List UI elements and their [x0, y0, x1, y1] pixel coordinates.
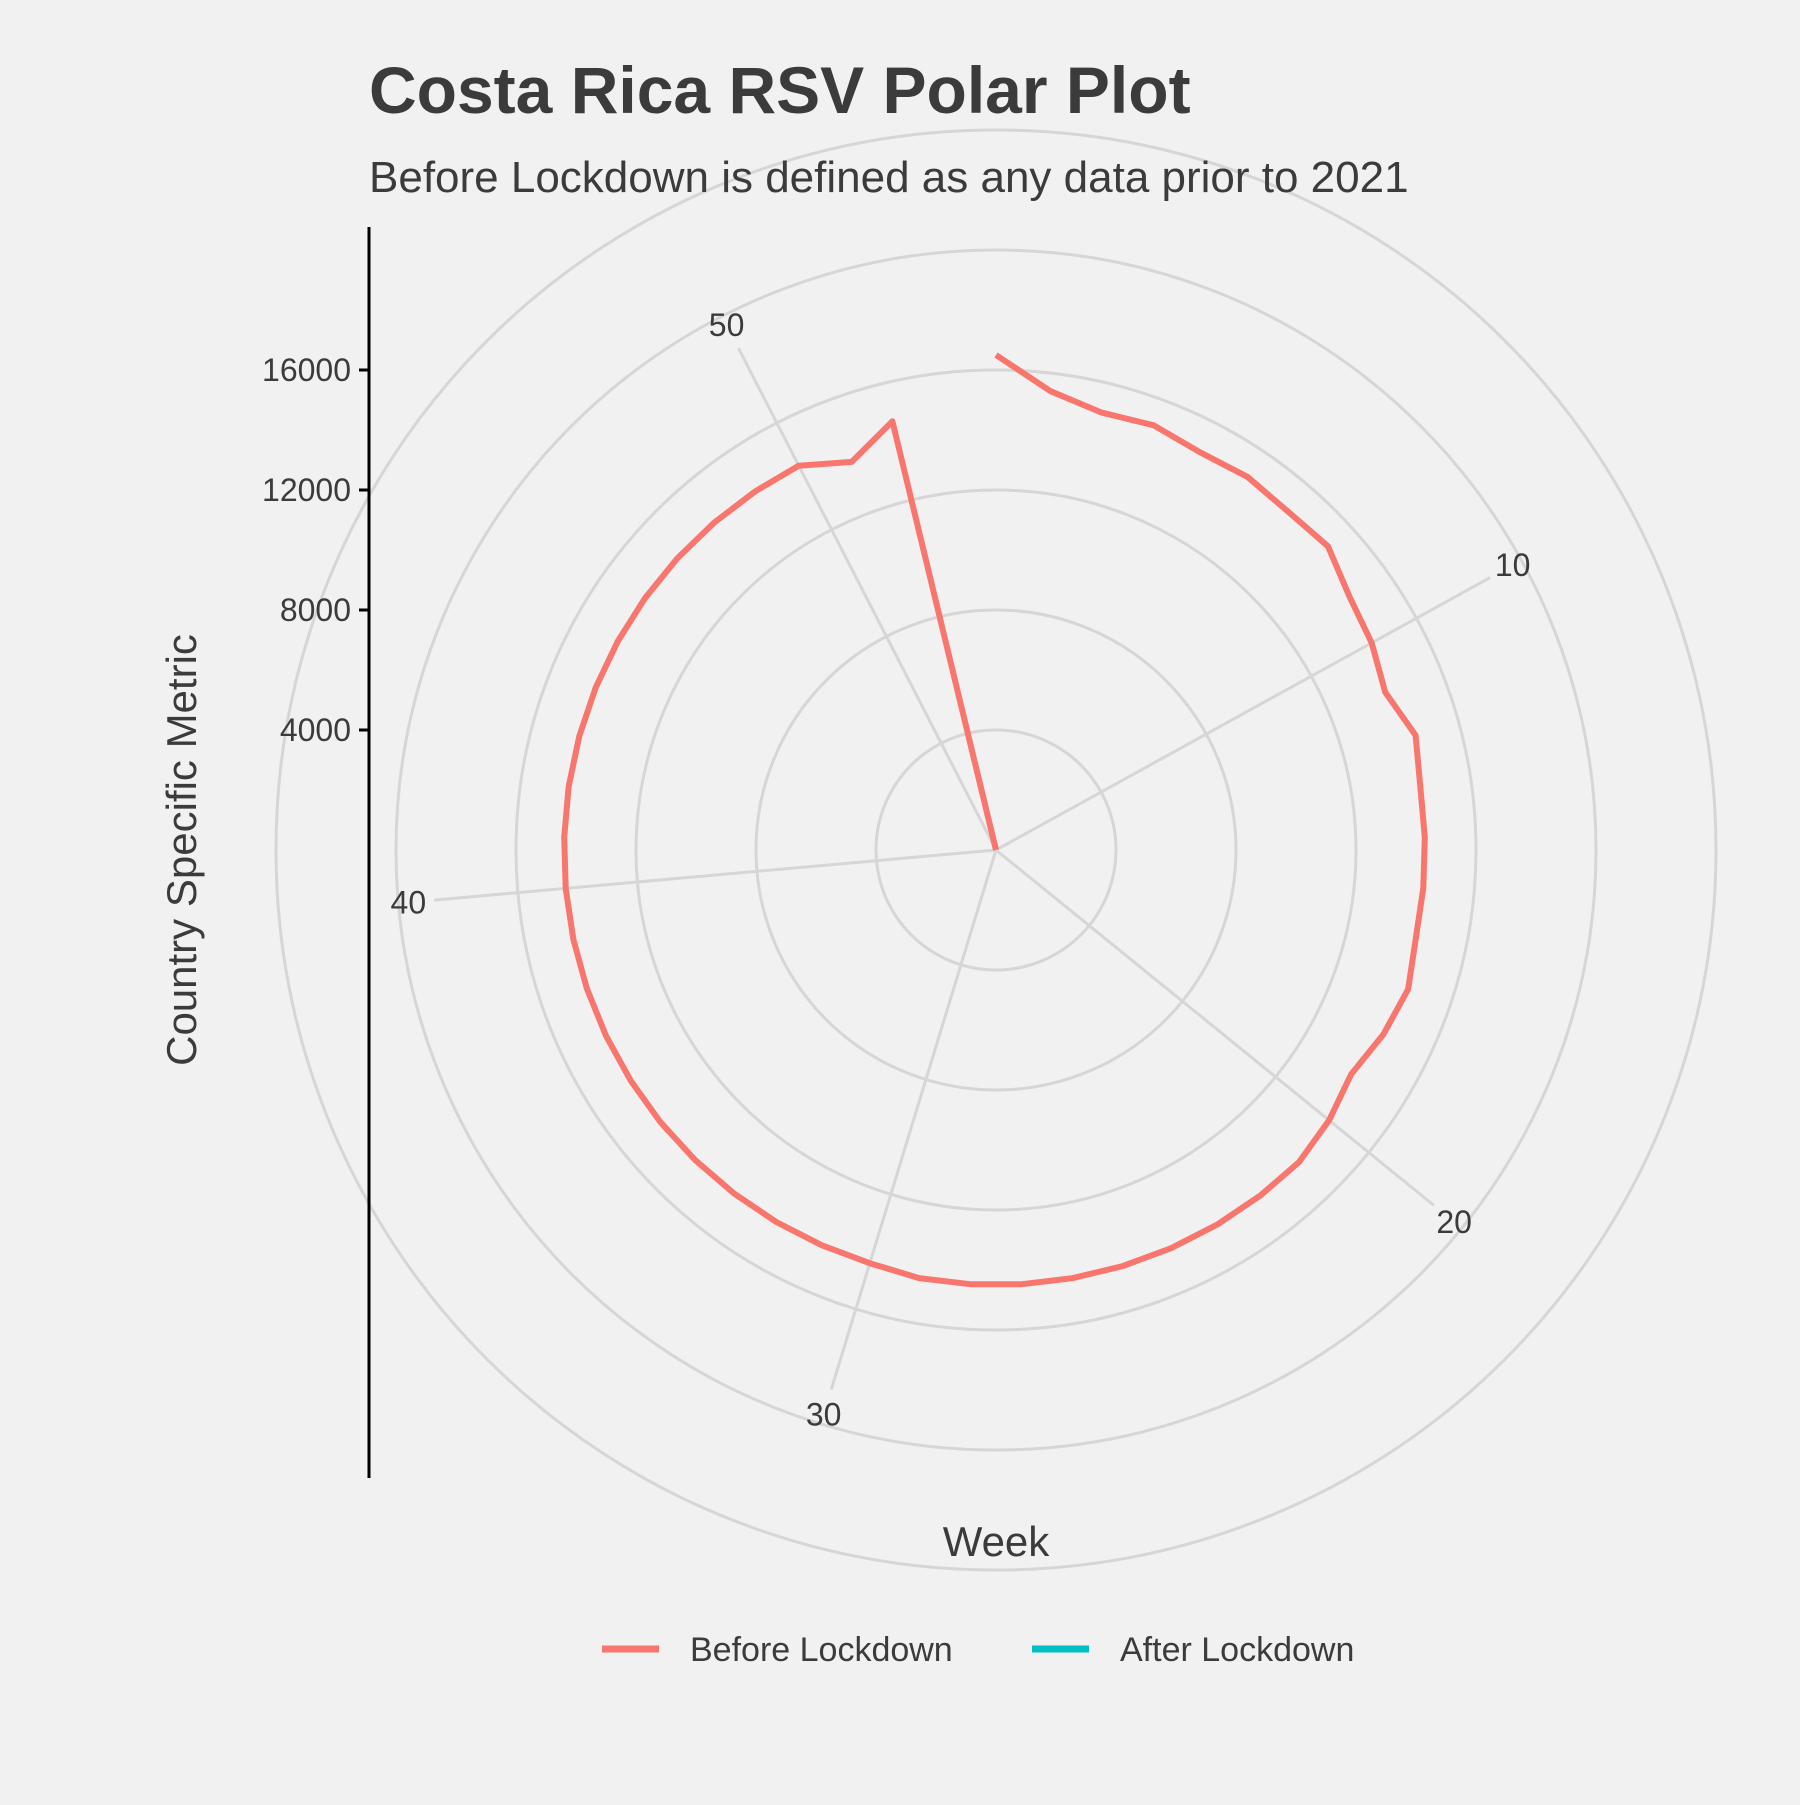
y-tick-label: 8000: [280, 592, 351, 628]
legend: Before Lockdown After Lockdown: [602, 1631, 1354, 1669]
grid-ring: [274, 128, 1718, 1572]
legend-label-before-lockdown: Before Lockdown: [690, 1631, 953, 1669]
x-tick-label: 10: [1495, 547, 1531, 583]
chart-subtitle: Before Lockdown is defined as any data p…: [369, 153, 1409, 202]
y-tick-label: 16000: [262, 352, 351, 388]
grid-ring: [634, 488, 1358, 1212]
chart-title: Costa Rica RSV Polar Plot: [369, 53, 1191, 127]
x-tick-label: 20: [1436, 1204, 1472, 1240]
grid-spoke: [829, 849, 998, 1390]
grid-spoke: [434, 848, 997, 902]
x-tick-label: 30: [806, 1396, 842, 1432]
grid-spoke: [737, 347, 998, 851]
x-tick-label: 50: [709, 307, 745, 343]
ticks-layer: 10 20 30 40 50 4000 8000 12000 16000: [262, 307, 1530, 1432]
grid-ring: [394, 248, 1598, 1452]
series-layer: [561, 352, 1428, 1288]
x-tick-label: 40: [391, 884, 427, 920]
grid-spoke: [995, 576, 1491, 852]
grid-layer: [274, 128, 1718, 1572]
grid-ring: [514, 368, 1478, 1332]
grid-ring: [874, 728, 1118, 972]
series-line-before-lockdown: [561, 352, 1428, 1288]
legend-label-after-lockdown: After Lockdown: [1120, 1631, 1354, 1669]
y-tick-label: 12000: [262, 472, 351, 508]
grid-ring: [754, 608, 1238, 1092]
x-axis-title: Week: [943, 1518, 1051, 1565]
y-tick-label: 4000: [280, 712, 351, 748]
grid-spoke: [995, 848, 1435, 1207]
y-axis-title: Country Specific Metric: [158, 634, 205, 1066]
